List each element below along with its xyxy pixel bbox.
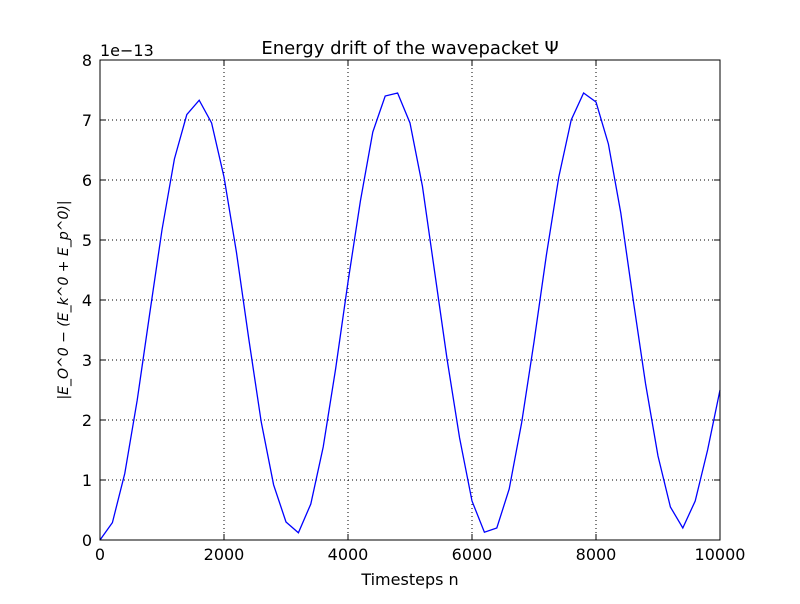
y-offset-label: 1e−13 [100, 41, 154, 60]
y-tick-label: 2 [82, 411, 92, 430]
x-tick-label: 8000 [576, 545, 617, 564]
y-tick-label: 7 [82, 111, 92, 130]
y-tick-label: 8 [82, 51, 92, 70]
y-tick-label: 4 [82, 291, 92, 310]
x-axis-label: Timesteps n [360, 570, 458, 589]
x-tick-label: 10000 [695, 545, 746, 564]
x-tick-label: 0 [95, 545, 105, 564]
chart-title: Energy drift of the wavepacket Ψ [261, 38, 558, 59]
y-axis-label: |E_O^0 − (E_k^0 + E_p^0)| [56, 200, 72, 399]
data-line [99, 92, 721, 541]
y-tick-label: 6 [82, 171, 92, 190]
y-tick-label: 5 [82, 231, 92, 250]
y-tick-label: 1 [82, 471, 92, 490]
x-tick-label: 2000 [204, 545, 245, 564]
y-tick-label: 3 [82, 351, 92, 370]
x-tick-label: 6000 [452, 545, 493, 564]
y-tick-label: 0 [82, 531, 92, 550]
plot-frame [99, 59, 721, 541]
x-tick-label: 4000 [328, 545, 369, 564]
